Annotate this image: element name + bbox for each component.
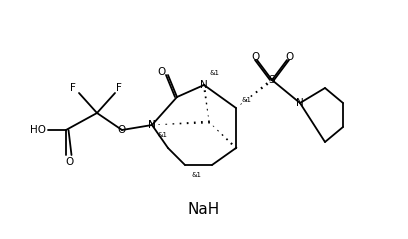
Text: O: O xyxy=(118,125,126,135)
Text: F: F xyxy=(70,83,76,93)
Text: N: N xyxy=(296,98,304,108)
Text: &1: &1 xyxy=(242,97,252,103)
Text: &1: &1 xyxy=(158,132,168,138)
Text: NaH: NaH xyxy=(188,202,220,217)
Text: O: O xyxy=(66,157,74,167)
Text: O: O xyxy=(251,52,259,62)
Text: S: S xyxy=(269,75,275,85)
Text: &1: &1 xyxy=(192,172,202,178)
Text: O: O xyxy=(285,52,293,62)
Text: O: O xyxy=(157,67,165,77)
Text: F: F xyxy=(116,83,122,93)
Text: &1: &1 xyxy=(209,70,219,76)
Text: N: N xyxy=(200,80,208,90)
Text: N: N xyxy=(148,120,156,130)
Text: N: N xyxy=(148,120,156,130)
Text: HO: HO xyxy=(30,125,46,135)
